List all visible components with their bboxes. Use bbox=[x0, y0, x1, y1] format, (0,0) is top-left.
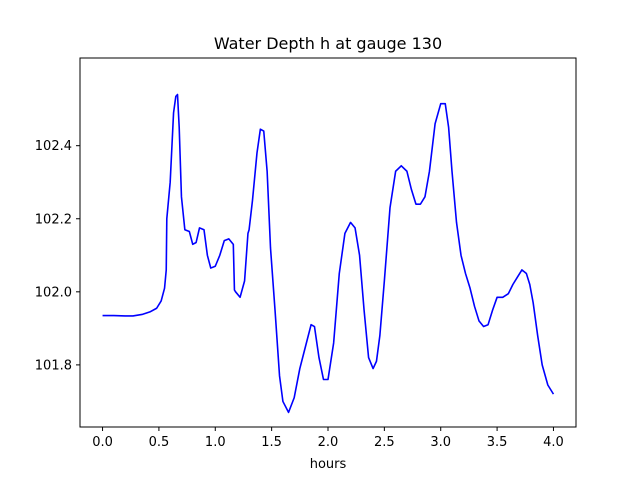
x-tick-label: 0.0 bbox=[92, 435, 113, 450]
x-tick-label: 1.5 bbox=[261, 435, 282, 450]
plot-frame bbox=[79, 57, 577, 428]
x-axis-label: hours bbox=[310, 457, 347, 472]
y-tick-label: 101.8 bbox=[35, 358, 72, 373]
series-line-0 bbox=[102, 93, 555, 414]
y-tick-label: 102.4 bbox=[35, 139, 72, 154]
y-axis: 101.8 102.0 102.2 102.4 bbox=[35, 139, 80, 373]
x-tick-label: 1.0 bbox=[205, 435, 226, 450]
x-axis: 0.0 0.5 1.0 1.5 2.0 2.5 3.0 3.5 4.0 bbox=[92, 427, 564, 450]
chart-title: Water Depth h at gauge 130 bbox=[214, 34, 442, 53]
x-tick-label: 0.5 bbox=[149, 435, 170, 450]
x-tick-label: 3.0 bbox=[430, 435, 451, 450]
x-tick-label: 4.0 bbox=[543, 435, 564, 450]
x-tick-label: 2.0 bbox=[318, 435, 339, 450]
x-tick-label: 2.5 bbox=[374, 435, 395, 450]
x-tick-label: 3.5 bbox=[487, 435, 508, 450]
y-tick-label: 102.2 bbox=[35, 212, 72, 227]
plot-area bbox=[102, 93, 555, 414]
y-tick-label: 102.0 bbox=[35, 285, 72, 300]
